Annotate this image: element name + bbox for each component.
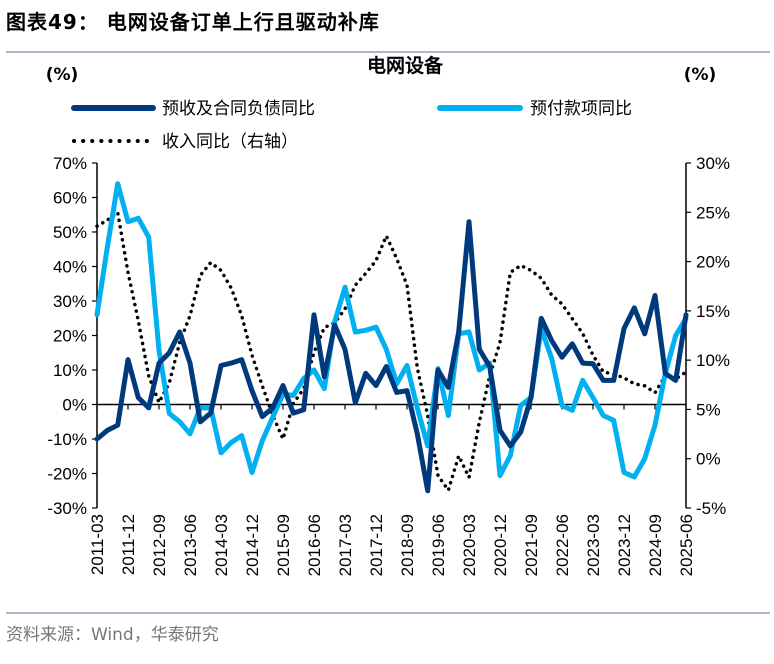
x-tick-label: 2013-06 bbox=[181, 514, 200, 576]
left-y-tick-label: 0% bbox=[62, 396, 87, 415]
right-y-tick-label: 20% bbox=[696, 253, 730, 272]
right-y-tick-label: 30% bbox=[696, 154, 730, 173]
chart-title: 电网设备 bbox=[367, 54, 444, 77]
legend-label-series-0: 预收及合同负债同比 bbox=[162, 99, 315, 119]
left-y-tick-label: 60% bbox=[53, 189, 87, 208]
right-y-tick-label: 10% bbox=[696, 351, 730, 370]
axes: 70% 60% 50% 40% 30% 20% 10% 0% -10% -20% -30% 30% 25… bbox=[47, 154, 730, 576]
left-y-tick-label: 10% bbox=[53, 361, 87, 380]
right-axis-unit: (%) bbox=[684, 65, 717, 85]
left-axis-unit: (%) bbox=[46, 65, 79, 85]
x-tick-label: 2017-12 bbox=[367, 514, 386, 576]
right-y-tick-label: 25% bbox=[696, 203, 730, 222]
legend-label-series-2: 收入同比（右轴） bbox=[162, 132, 298, 152]
x-tick-label: 2014-03 bbox=[212, 514, 231, 576]
x-tick-label: 2018-09 bbox=[398, 514, 417, 576]
x-tick-label: 2023-12 bbox=[615, 514, 634, 576]
x-tick-label: 2020-03 bbox=[460, 514, 479, 576]
left-y-tick-label: 40% bbox=[53, 258, 87, 277]
plot-area bbox=[94, 181, 689, 494]
x-tick-label: 2022-06 bbox=[553, 514, 572, 576]
x-tick-label: 2011-03 bbox=[88, 514, 107, 575]
left-y-tick-label: 70% bbox=[53, 154, 87, 173]
title-divider bbox=[6, 51, 770, 53]
x-tick-label: 2017-03 bbox=[336, 514, 355, 576]
left-y-tick-label: -20% bbox=[47, 465, 87, 484]
left-y-tick-label: -10% bbox=[47, 430, 87, 449]
series-line-1 bbox=[94, 181, 689, 480]
x-tick-label: 2021-09 bbox=[522, 514, 541, 576]
legend-label-series-1: 预付款项同比 bbox=[530, 99, 632, 119]
right-y-tick-label: 5% bbox=[696, 400, 721, 419]
x-tick-label: 2014-12 bbox=[243, 514, 262, 576]
figure-title: 图表49： 电网设备订单上行且驱动补库 bbox=[6, 10, 380, 34]
x-tick-label: 2024-09 bbox=[646, 514, 665, 576]
left-y-tick-label: 50% bbox=[53, 223, 87, 242]
x-tick-label: 2020-12 bbox=[491, 514, 510, 576]
x-tick-label: 2019-06 bbox=[429, 514, 448, 576]
legend: 预收及合同负债同比 预付款项同比 收入同比（右轴） bbox=[71, 99, 632, 152]
source-divider bbox=[6, 612, 770, 614]
x-tick-label: 2011-12 bbox=[119, 514, 138, 575]
x-tick-label: 2016-06 bbox=[305, 514, 324, 576]
left-y-tick-label: 30% bbox=[53, 292, 87, 311]
left-y-tick-label: 20% bbox=[53, 327, 87, 346]
x-tick-label: 2023-03 bbox=[584, 514, 603, 576]
right-y-tick-label: 15% bbox=[696, 302, 730, 321]
right-y-tick-label: -5% bbox=[696, 499, 726, 518]
left-y-tick-label: -30% bbox=[47, 499, 87, 518]
right-y-tick-label: 0% bbox=[696, 450, 721, 469]
x-tick-label: 2012-09 bbox=[150, 514, 169, 576]
series-line-0 bbox=[94, 219, 689, 494]
x-tick-label: 2025-06 bbox=[677, 514, 696, 576]
source-note: 资料来源：Wind，华泰研究 bbox=[6, 625, 219, 645]
x-tick-label: 2015-09 bbox=[274, 514, 293, 576]
